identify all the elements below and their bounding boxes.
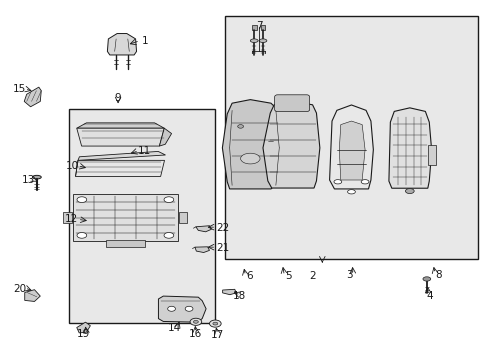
Text: 9: 9 <box>115 93 121 103</box>
Text: 10: 10 <box>65 161 78 171</box>
Text: 13: 13 <box>21 175 35 185</box>
Text: 16: 16 <box>189 329 202 339</box>
Text: 22: 22 <box>216 223 229 233</box>
Text: 18: 18 <box>233 291 246 301</box>
Ellipse shape <box>209 320 221 327</box>
Polygon shape <box>78 152 165 160</box>
Polygon shape <box>25 290 40 301</box>
Text: 14: 14 <box>167 323 180 333</box>
Ellipse shape <box>240 153 260 164</box>
Polygon shape <box>329 105 372 189</box>
Polygon shape <box>158 296 205 322</box>
Ellipse shape <box>347 190 355 194</box>
Ellipse shape <box>361 180 368 184</box>
Text: 4: 4 <box>425 291 432 301</box>
Ellipse shape <box>167 306 175 311</box>
Bar <box>178 212 187 223</box>
Ellipse shape <box>405 189 413 194</box>
Polygon shape <box>107 33 136 55</box>
Bar <box>63 212 72 223</box>
Bar <box>69 109 215 323</box>
Text: 21: 21 <box>216 243 229 253</box>
FancyBboxPatch shape <box>274 95 309 112</box>
Polygon shape <box>77 322 90 333</box>
Text: 17: 17 <box>211 330 224 341</box>
Polygon shape <box>388 108 431 188</box>
Polygon shape <box>196 226 211 232</box>
Ellipse shape <box>163 197 173 203</box>
Text: 1: 1 <box>141 36 148 46</box>
Text: 7: 7 <box>255 21 262 31</box>
Text: 20: 20 <box>13 284 26 294</box>
Ellipse shape <box>193 320 198 323</box>
Polygon shape <box>24 87 41 107</box>
Text: 5: 5 <box>285 271 291 282</box>
Text: 12: 12 <box>65 214 79 224</box>
Bar <box>106 240 144 247</box>
Ellipse shape <box>77 197 86 203</box>
Text: 2: 2 <box>308 271 315 282</box>
Text: 6: 6 <box>245 271 252 282</box>
Polygon shape <box>195 247 209 252</box>
Ellipse shape <box>250 39 258 42</box>
Polygon shape <box>222 289 236 295</box>
Ellipse shape <box>333 180 341 184</box>
Polygon shape <box>263 101 319 188</box>
Ellipse shape <box>422 277 430 281</box>
Ellipse shape <box>77 233 86 238</box>
Ellipse shape <box>212 322 217 325</box>
Bar <box>260 24 265 30</box>
Ellipse shape <box>32 175 41 179</box>
Polygon shape <box>77 123 164 128</box>
Text: 3: 3 <box>345 270 352 280</box>
Ellipse shape <box>185 306 193 311</box>
Ellipse shape <box>237 125 243 128</box>
Text: 19: 19 <box>76 329 89 339</box>
Text: 8: 8 <box>435 270 442 280</box>
Bar <box>427 145 435 165</box>
Ellipse shape <box>190 318 201 325</box>
Ellipse shape <box>259 39 266 42</box>
Bar <box>73 194 177 241</box>
Text: 11: 11 <box>138 147 151 157</box>
Polygon shape <box>222 100 283 189</box>
Text: 15: 15 <box>13 84 26 94</box>
Bar <box>251 24 256 30</box>
Ellipse shape <box>163 233 173 238</box>
Bar <box>224 16 477 258</box>
Polygon shape <box>339 121 365 180</box>
Polygon shape <box>75 160 164 176</box>
Polygon shape <box>77 128 164 146</box>
Polygon shape <box>159 128 171 146</box>
